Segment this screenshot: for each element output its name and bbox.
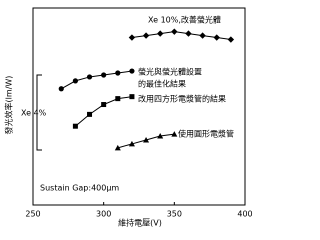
series-line xyxy=(75,96,133,127)
point xyxy=(129,94,135,100)
point xyxy=(227,36,235,43)
point xyxy=(143,136,150,143)
point xyxy=(171,28,178,35)
annotation: 改用四方形電漿管的結果 xyxy=(138,94,226,104)
point xyxy=(72,123,78,129)
point xyxy=(115,70,121,76)
x-tick-label: 300 xyxy=(96,210,111,219)
bracket xyxy=(36,74,42,151)
point xyxy=(114,144,121,151)
annotation: 的最佳化結果 xyxy=(138,79,186,89)
point xyxy=(199,32,206,39)
x-tick-label: 400 xyxy=(237,210,252,219)
annotation: 螢光與螢光體設置 xyxy=(138,67,202,77)
point xyxy=(115,96,121,102)
point xyxy=(87,111,93,117)
point xyxy=(157,30,164,37)
plot-frame xyxy=(32,7,246,206)
point xyxy=(101,72,107,78)
y-axis-label: 發光效率(lm/W) xyxy=(4,76,14,135)
page: {"chart_data": {"type": "line", "xlabel"… xyxy=(3,7,253,228)
point xyxy=(128,140,135,147)
point xyxy=(128,34,136,41)
point xyxy=(142,32,150,39)
point xyxy=(129,68,135,74)
annotation: Xe 4% xyxy=(21,109,47,118)
point xyxy=(171,131,178,137)
annotation: Xe 10%,改善螢光體 xyxy=(148,15,221,25)
x-axis-label: 維持電壓(V) xyxy=(118,218,162,228)
point xyxy=(213,34,220,41)
chart: 維持電壓(V) 發光效率(lm/W) 250 300 350 400 Xe 10%,改善… xyxy=(4,7,253,228)
annotation: 使用圓形電漿管 xyxy=(178,129,234,139)
annotation: Sustain Gap:400μm xyxy=(40,184,119,193)
point xyxy=(86,74,93,80)
point xyxy=(157,133,164,139)
point xyxy=(185,30,192,37)
point xyxy=(58,86,64,92)
series-line xyxy=(61,70,133,90)
x-tick-label: 350 xyxy=(167,210,182,219)
point xyxy=(72,78,78,84)
point xyxy=(101,102,107,108)
x-tick-label: 250 xyxy=(25,210,40,219)
